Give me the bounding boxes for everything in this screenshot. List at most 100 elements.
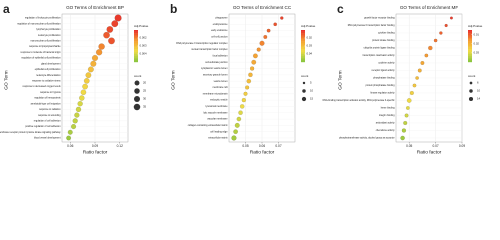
color-legend-step [468, 46, 472, 48]
color-legend-step [301, 54, 305, 56]
y-tick-label: epithelial cell proliferation [35, 68, 62, 71]
size-legend-label: 6 [477, 81, 479, 85]
y-tick-label: RNA polymerase II transcription factor b… [348, 24, 395, 27]
dot [234, 122, 240, 128]
color-legend-step [468, 47, 472, 50]
color-legend-step [134, 54, 138, 56]
color-tick-label: 0.002 [140, 36, 147, 40]
color-legend-step [301, 55, 305, 58]
color-legend-title: Adj.Pvalue [134, 24, 149, 28]
color-legend-step [468, 39, 472, 42]
y-tick-label: cytokine binding [378, 32, 395, 35]
dot [66, 135, 71, 141]
color-tick-label: 0.04 [307, 52, 313, 56]
color-legend-step [468, 36, 472, 39]
color-legend-step [301, 42, 305, 45]
y-tick-label: response to oxidative stress [32, 79, 61, 82]
dot [96, 49, 103, 56]
color-tick-label: 0.02 [474, 41, 480, 45]
y-tick-label: cell-substrate junction [205, 61, 228, 64]
dot [433, 38, 438, 43]
color-legend-step [134, 42, 138, 45]
y-tick-label: response to radiation [39, 108, 61, 111]
y-tick-label: RNA polymerase II transcription regulato… [176, 42, 228, 45]
y-tick-label: regulation of leukocyte proliferation [25, 17, 61, 20]
color-tick-label: 0.03 [474, 51, 480, 55]
y-axis-label: GO Term [3, 70, 9, 89]
dot [263, 35, 268, 39]
color-legend-step [134, 39, 138, 42]
dot [250, 66, 255, 71]
y-tick-label: early endosome [211, 29, 228, 32]
color-legend-step [468, 41, 472, 43]
y-tick-label: chemokine activity [376, 129, 396, 132]
color-legend-step [301, 36, 305, 39]
color-legend-step [301, 58, 305, 61]
dot [415, 76, 419, 80]
y-tick-label: blood vessel development [34, 137, 61, 140]
color-legend-step [134, 36, 138, 39]
dot [404, 113, 409, 118]
y-tick-label: kinase regulator activity [370, 92, 395, 95]
dot [450, 16, 453, 20]
dot [82, 83, 88, 90]
dot [243, 91, 248, 96]
y-tick-label: antioxidant activity [376, 122, 396, 125]
color-legend-step [134, 49, 138, 51]
size-legend-label: 10 [310, 89, 314, 93]
chart-title: GO Terms of Enrichment BP [66, 5, 124, 10]
dot [273, 22, 277, 27]
color-legend-step [301, 60, 305, 63]
x-tick-label: 0.05 [406, 144, 412, 148]
y-tick-label: cell-cell junction [211, 36, 228, 39]
size-legend-label: 20 [143, 81, 147, 85]
color-legend-step [301, 34, 305, 37]
y-tick-label: endolysosome [213, 24, 229, 26]
dot [412, 83, 417, 88]
dot [439, 31, 443, 35]
dot [92, 55, 98, 61]
y-tick-label: protein phosphatase binding [366, 84, 396, 87]
y-tick-label: transmembrane receptor protein tyrosine … [0, 131, 61, 134]
y-tick-label: ubiquitin protein ligase binding [364, 47, 396, 50]
size-legend-dot [134, 88, 140, 94]
color-legend-step [134, 41, 138, 43]
color-legend-step [468, 55, 472, 58]
size-legend-label: 35 [143, 105, 147, 109]
y-tick-label: cell leading edge [210, 131, 228, 133]
size-legend-label: 14 [477, 97, 481, 101]
dot [75, 106, 82, 113]
color-legend-step [301, 41, 305, 43]
dot [246, 78, 252, 84]
dot [420, 61, 425, 65]
color-legend-step [134, 46, 138, 48]
dot [409, 91, 414, 95]
color-legend-step [134, 60, 138, 63]
y-axis-label: GO Term [170, 70, 176, 89]
chart-title: GO Terms of Enrichment CC [233, 5, 292, 10]
y-tick-label: receptor ligand activity [372, 69, 396, 72]
color-legend-step [468, 30, 472, 32]
dot [87, 66, 94, 73]
size-legend-title: count [468, 74, 476, 78]
color-legend-step [134, 47, 138, 50]
y-tick-label: regulation of cell adhesion [34, 119, 61, 122]
y-tick-label: endocytic vesicle [210, 99, 228, 102]
y-tick-label: lymphocyte proliferation [36, 28, 61, 31]
y-tick-label: leukocyte differentiation [36, 74, 61, 77]
y-tick-label: phosphotransferase activity, alcohol gro… [339, 137, 395, 140]
figure: a GO Terms of Enrichment BP 0.06 0.09 0.12 Ra… [0, 2, 483, 155]
dot [80, 89, 87, 95]
size-legend-dot [468, 96, 474, 102]
dot [444, 23, 448, 28]
x-tick-label: 0.09 [459, 144, 465, 148]
dot [238, 110, 243, 115]
color-legend-step [134, 44, 138, 47]
color-legend-step [468, 58, 472, 61]
y-tick-label: response to lipopolysaccharide [29, 45, 61, 48]
dot [231, 135, 237, 141]
color-legend-step [301, 31, 305, 34]
y-tick-label: gland development [41, 62, 61, 65]
color-legend-step [468, 38, 472, 40]
color-legend-step [468, 33, 472, 35]
